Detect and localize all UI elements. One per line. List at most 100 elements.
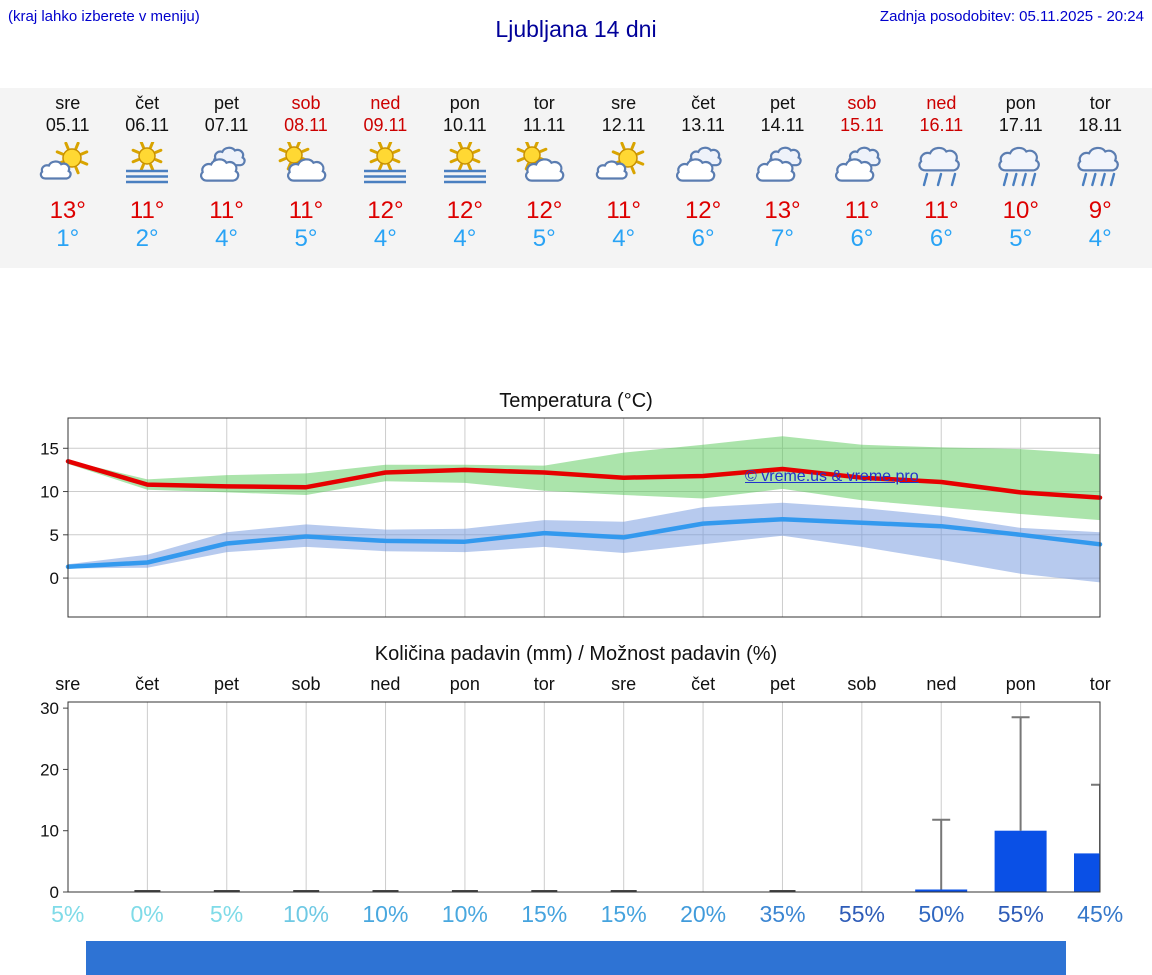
precip-day-label: ned	[926, 674, 957, 694]
location-menu-hint: (kraj lahko izberete v meniju)	[8, 8, 200, 25]
high-temp: 10°	[1002, 197, 1039, 224]
low-temp: 1°	[56, 225, 80, 252]
forecast-day-18.11: tor 18.11 9° 4°	[1060, 88, 1139, 268]
high-temp: 11°	[288, 197, 324, 224]
high-temp: 13°	[764, 197, 801, 224]
precip-day-labels-row: sre čet pet sob ned pon tor sre čet pet sob ned pon t…	[28, 674, 1140, 695]
precip-probability: 55%	[838, 901, 885, 927]
low-temp: 5°	[294, 225, 318, 252]
day-date: 08.11	[284, 115, 328, 135]
page-title: Ljubljana 14 dni	[495, 16, 657, 42]
day-date: 10.11	[442, 115, 487, 135]
precip-probability: 10%	[362, 901, 409, 927]
low-temp: 2°	[135, 225, 159, 252]
precip-probability: 0%	[130, 901, 164, 927]
day-name: sob	[847, 93, 877, 113]
high-temp: 12°	[446, 197, 483, 224]
last-update-timestamp: Zadnja posodobitev: 05.11.2025 - 20:24	[879, 8, 1144, 25]
forecast-day-06.11: čet 06.11 11° 2°	[107, 88, 186, 268]
day-name: pet	[214, 93, 240, 113]
watermark-link[interactable]: © vreme.us & vreme.pro	[745, 468, 919, 485]
heavy-rain-icon	[1068, 142, 1132, 194]
footer-bar	[86, 941, 1066, 975]
precip-day-label: pet	[214, 674, 240, 694]
cloudy-icon	[671, 142, 735, 194]
mostly-sunny-icon	[592, 141, 656, 194]
precip-day-label: sob	[847, 674, 877, 694]
forecast-day-07.11: pet 07.11 11° 4°	[187, 88, 266, 268]
high-temp: 11°	[606, 197, 641, 224]
day-date: 13.11	[681, 115, 725, 135]
mostly-sunny-icon	[36, 141, 100, 194]
partly-cloudy-icon	[512, 139, 576, 194]
forecast-day-16.11: ned 16.11 11° 6°	[902, 88, 981, 268]
precip-probability: 10%	[282, 901, 329, 927]
day-name: tor	[1089, 93, 1111, 113]
svg-text:0: 0	[50, 569, 59, 588]
high-temp: 11°	[844, 197, 880, 224]
low-temp: 4°	[215, 225, 239, 252]
low-temp: 4°	[453, 225, 477, 252]
svg-text:10: 10	[40, 483, 59, 502]
day-name: pon	[449, 93, 480, 113]
day-name: ned	[370, 93, 401, 113]
temperature-chart: 0 5 10 15	[40, 417, 1103, 618]
svg-text:20: 20	[40, 760, 59, 779]
cloudy-icon	[830, 142, 894, 194]
precip-day-label: ned	[370, 674, 401, 694]
forecast-day-17.11: pon 17.11 10° 5°	[981, 88, 1060, 268]
low-temp: 6°	[691, 225, 715, 252]
svg-text:15: 15	[40, 439, 59, 458]
high-temp: 12°	[684, 197, 722, 224]
low-temp: 5°	[532, 225, 556, 252]
svg-text:30: 30	[40, 699, 59, 718]
forecast-day-05.11: sre 05.11 13° 1°	[28, 88, 107, 268]
low-temp: 5°	[1009, 225, 1033, 252]
heavy-rain-icon	[989, 142, 1053, 194]
low-temp: 4°	[1088, 225, 1112, 252]
day-name: ned	[926, 93, 957, 113]
precip-probability: 35%	[759, 901, 806, 927]
precip-probability: 5%	[209, 901, 244, 927]
forecast-day-09.11: ned 09.11 12° 4°	[346, 88, 425, 268]
low-temp: 6°	[929, 225, 953, 252]
day-date: 17.11	[998, 115, 1043, 135]
day-name: sre	[611, 93, 637, 113]
high-temp: 12°	[367, 197, 404, 224]
day-name: sre	[55, 93, 81, 113]
high-temp: 13°	[49, 197, 86, 224]
svg-text:10: 10	[40, 822, 59, 841]
day-date: 05.11	[45, 115, 90, 135]
precip-day-label: sre	[611, 674, 637, 694]
precip-probability: 50%	[918, 901, 965, 927]
day-name: pet	[769, 93, 796, 113]
low-temp: 4°	[373, 225, 397, 252]
high-temp: 11°	[129, 197, 165, 224]
partly-cloudy-icon	[274, 139, 338, 194]
day-date: 12.11	[601, 115, 646, 135]
precipitation-chart: 0 10 20 30	[40, 699, 1101, 900]
temperature-chart-title: Temperatura (°C)	[499, 390, 653, 412]
high-temp: 11°	[924, 197, 959, 224]
day-date: 16.11	[919, 115, 964, 135]
high-temp: 9°	[1088, 197, 1112, 224]
precip-probability: 5%	[51, 901, 85, 927]
day-date: 14.11	[760, 115, 805, 135]
precip-day-label: čet	[691, 674, 716, 694]
day-name: tor	[533, 93, 555, 113]
day-date: 07.11	[204, 115, 249, 135]
day-name: pon	[1005, 93, 1036, 113]
precip-day-label: sob	[291, 674, 321, 694]
day-name: sob	[291, 93, 321, 113]
day-name: čet	[691, 93, 716, 113]
cloudy-icon	[195, 142, 259, 194]
cloudy-icon	[751, 142, 815, 194]
rain-icon	[909, 142, 973, 194]
precip-day-label: pet	[769, 674, 796, 694]
svg-text:0: 0	[50, 883, 59, 900]
forecast-day-10.11: pon 10.11 12° 4°	[425, 88, 504, 268]
precip-probability: 55%	[997, 901, 1044, 927]
low-temp: 6°	[850, 225, 874, 252]
svg-text:5: 5	[50, 526, 59, 545]
day-date: 15.11	[840, 115, 884, 135]
